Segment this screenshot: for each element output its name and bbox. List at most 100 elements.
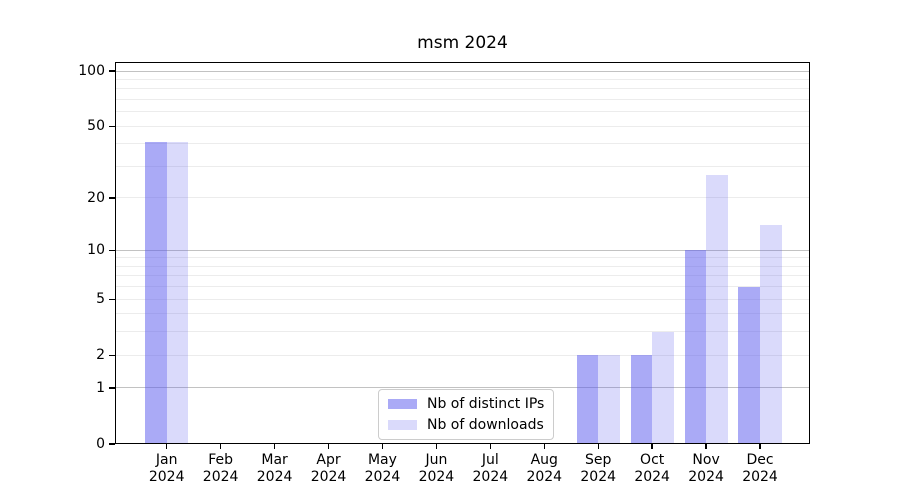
x-tick-label: Dec 2024: [725, 452, 795, 486]
x-tick-year: 2024: [580, 469, 617, 485]
x-tick-year: 2024: [688, 469, 724, 485]
x-tick-month: Nov: [692, 452, 720, 468]
gridline-minor: [115, 298, 810, 300]
bar-downloads: [598, 355, 620, 444]
x-tick-month: Jul: [481, 452, 499, 468]
x-tick-year: 2024: [256, 469, 293, 485]
x-tick-label: Jun 2024: [401, 452, 471, 486]
legend-swatch-downloads: [388, 420, 417, 430]
x-tick-mark: [327, 444, 330, 449]
bar-distinct-ips: [145, 141, 167, 444]
x-tick-mark: [543, 444, 545, 449]
gridline-minor: [115, 275, 810, 277]
x-tick-label: Nov 2024: [671, 452, 741, 486]
legend-label-distinct-ips: Nb of distinct IPs: [427, 396, 545, 412]
y-tick-label: 0: [96, 436, 105, 452]
gridline-minor: [115, 88, 810, 90]
gridline-minor: [115, 313, 810, 315]
x-tick-month: Aug: [530, 452, 558, 468]
x-tick-year: 2024: [364, 469, 401, 485]
y-tick-mark: [108, 298, 115, 300]
plot-area: [115, 62, 810, 444]
gridline-minor: [115, 78, 810, 80]
x-tick-label: Jul 2024: [455, 452, 525, 486]
legend-swatch-distinct-ips: [388, 399, 417, 409]
x-tick-mark: [489, 444, 492, 449]
y-tick-mark: [108, 125, 115, 127]
x-tick-month: Oct: [640, 452, 665, 468]
chart-title: msm 2024: [417, 33, 508, 53]
x-tick-mark: [166, 444, 168, 449]
x-tick-year: 2024: [418, 469, 455, 485]
legend-label-downloads: Nb of downloads: [427, 417, 544, 433]
x-tick-label: Sep 2024: [563, 452, 633, 486]
x-tick-year: 2024: [472, 469, 509, 485]
x-tick-mark: [759, 444, 761, 449]
x-tick-label: May 2024: [347, 452, 417, 486]
x-tick-mark: [651, 444, 653, 449]
gridline-minor: [115, 125, 810, 127]
gridline-major: [115, 387, 810, 389]
x-tick-month: Apr: [316, 452, 341, 468]
gridline-major: [115, 249, 810, 251]
y-tick-mark: [108, 443, 115, 445]
gridline-minor: [115, 111, 810, 113]
y-tick-label: 2: [96, 347, 105, 364]
y-tick-mark: [108, 249, 115, 251]
x-tick-label: Jan 2024: [132, 452, 202, 486]
x-tick-year: 2024: [742, 469, 778, 485]
bar-downloads: [706, 174, 728, 444]
x-tick-year: 2024: [202, 469, 239, 485]
gridline-minor: [115, 286, 810, 288]
gridline-minor: [115, 331, 810, 333]
gridline-minor: [115, 354, 810, 356]
gridline-minor: [115, 197, 810, 199]
x-tick-month: Feb: [208, 452, 234, 468]
y-tick-mark: [108, 197, 115, 199]
y-tick-label: 5: [96, 291, 105, 308]
bar-downloads: [760, 225, 782, 444]
y-tick-mark: [108, 70, 115, 72]
plot-frame: [115, 62, 810, 444]
x-tick-label: Mar 2024: [240, 452, 310, 486]
x-tick-month: May: [367, 452, 397, 468]
x-tick-label: Feb 2024: [186, 452, 256, 486]
legend-item: Nb of distinct IPs: [388, 395, 544, 413]
x-tick-mark: [219, 444, 222, 449]
y-tick-label: 100: [78, 63, 105, 80]
y-tick-label: 20: [87, 189, 105, 206]
x-tick-mark: [435, 444, 438, 449]
gridline-major: [115, 70, 810, 72]
gridline-minor: [115, 99, 810, 101]
y-tick-mark: [108, 354, 115, 356]
x-tick-mark: [705, 444, 707, 449]
x-tick-month: Jun: [425, 452, 448, 468]
bar-downloads: [166, 141, 189, 444]
x-tick-year: 2024: [634, 469, 670, 485]
x-tick-mark: [597, 444, 599, 449]
x-tick-month: Dec: [746, 452, 774, 468]
y-tick-label: 50: [87, 118, 105, 135]
x-tick-year: 2024: [526, 469, 563, 485]
x-tick-year: 2024: [148, 469, 185, 485]
y-tick-label: 1: [96, 379, 105, 396]
gridline-minor: [115, 143, 810, 145]
y-tick-mark: [108, 387, 115, 389]
x-tick-month: Mar: [261, 452, 288, 468]
gridline-minor: [115, 265, 810, 267]
gridline-minor: [115, 257, 810, 259]
y-tick-label: 10: [87, 242, 105, 259]
legend-item: Nb of downloads: [388, 416, 544, 434]
bar-distinct-ips: [738, 286, 761, 444]
bar-distinct-ips: [684, 250, 707, 444]
bar-distinct-ips: [630, 355, 653, 444]
legend: Nb of distinct IPs Nb of downloads: [378, 389, 555, 440]
x-tick-month: Jan: [155, 452, 178, 468]
x-tick-label: Oct 2024: [617, 452, 687, 486]
gridline-minor: [115, 166, 810, 167]
x-tick-label: Aug 2024: [509, 452, 579, 486]
x-tick-month: Sep: [585, 452, 612, 468]
bar-downloads: [652, 331, 674, 444]
bar-distinct-ips: [576, 355, 599, 444]
